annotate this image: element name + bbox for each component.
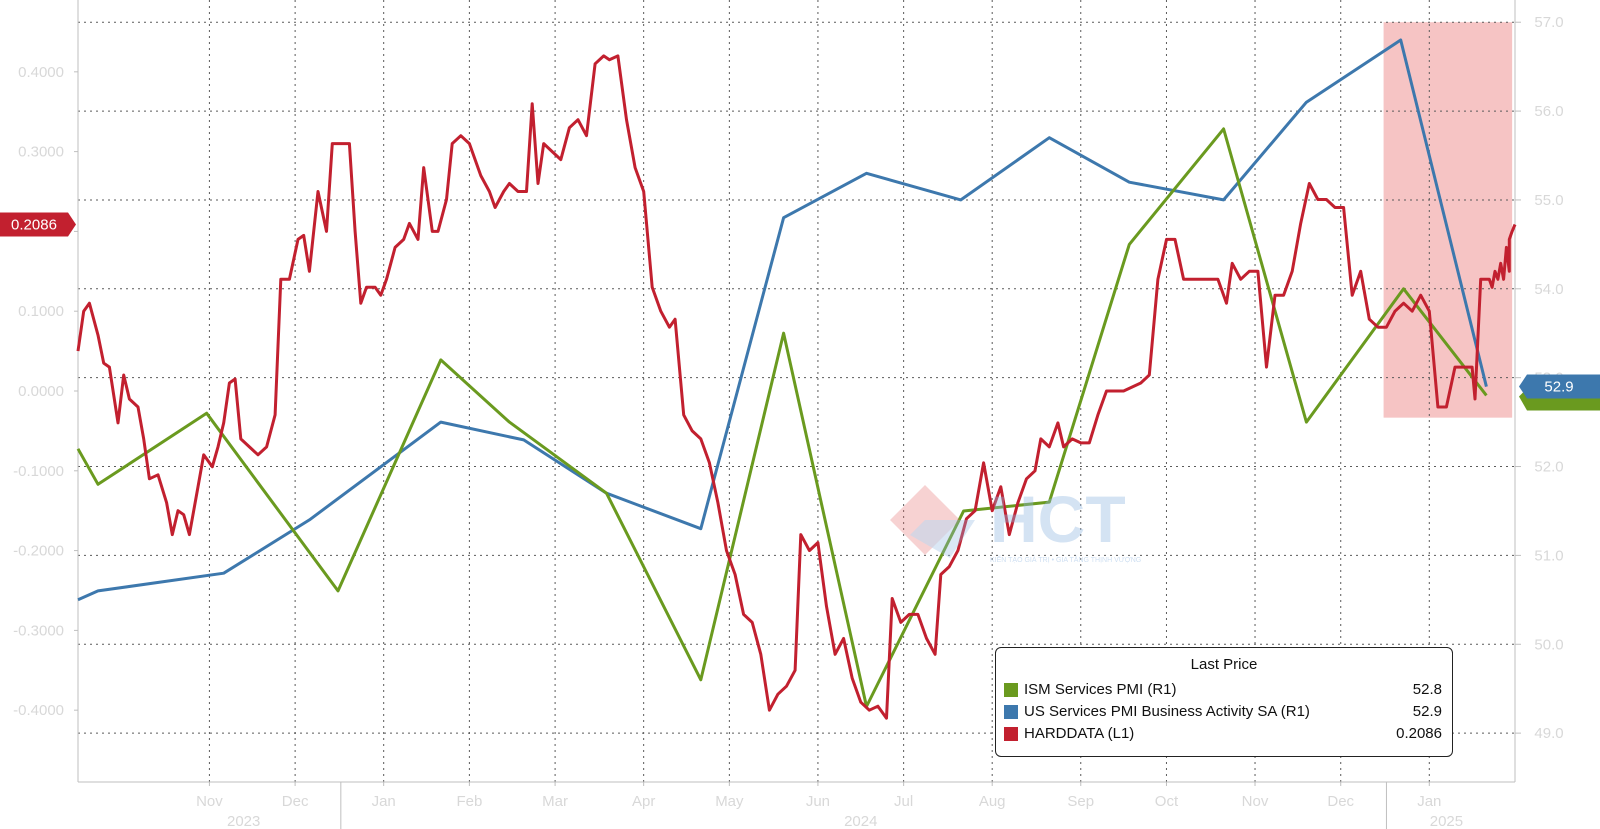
right-tick-label-3: 54.0: [1534, 281, 1563, 298]
watermark-text: HCT: [990, 482, 1126, 556]
left-last-price-text: 0.2086: [11, 217, 57, 234]
x-tick-label-9: Aug: [979, 793, 1006, 810]
x-tick-label-2: Jan: [372, 793, 396, 810]
legend-item-ism: ISM Services PMI (R1) 52.8: [1004, 680, 1442, 700]
series-lines: [76, 38, 1517, 720]
right-tick-label-8: 49.0: [1534, 725, 1563, 742]
gridlines: [78, 0, 1515, 782]
last-price-badges: 0.2086 52.9: [0, 212, 1600, 411]
right-tick-label-7: 50.0: [1534, 636, 1563, 653]
year-label-2: 2025: [1430, 813, 1463, 829]
legend-label-us-services: US Services PMI Business Activity SA (R1…: [1024, 703, 1310, 720]
x-axis-ticks: Nov Dec Jan Feb Mar Apr May Jun Jul Aug Sep Oct Nov D…: [196, 782, 1463, 829]
legend-swatch-ism: [1004, 683, 1018, 697]
x-tick-label-3: Feb: [456, 793, 482, 810]
left-tick-label-4: 0.0000: [18, 383, 64, 400]
right-tick-label-1: 56.0: [1534, 103, 1563, 120]
watermark-logo: HCT KIẾN TẠO GIÁ TRỊ • GIA TĂNG THỊNH VƯ…: [880, 480, 1200, 580]
right-tick-label-0: 57.0: [1534, 14, 1563, 31]
legend-swatch-harddata: [1004, 727, 1018, 741]
right-tick-label-5: 52.0: [1534, 459, 1563, 476]
left-tick-label-7: -0.3000: [13, 622, 64, 639]
watermark-shape-icon: [910, 520, 975, 558]
right-last-price-text: 52.9: [1544, 379, 1573, 396]
x-tick-label-10: Sep: [1067, 793, 1094, 810]
right-tick-label-2: 55.0: [1534, 192, 1563, 209]
x-tick-label-7: Jun: [806, 793, 830, 810]
year-label-1: 2024: [844, 813, 877, 829]
legend-title: Last Price: [1190, 656, 1258, 673]
x-tick-label-6: May: [715, 793, 744, 810]
left-tick-label-5: -0.1000: [13, 463, 64, 480]
x-tick-label-12: Nov: [1242, 793, 1269, 810]
legend-value-harddata: 0.2086: [1396, 725, 1442, 742]
x-tick-label-4: Mar: [542, 793, 568, 810]
highlight-region: [1383, 22, 1513, 418]
x-tick-label-1: Dec: [282, 793, 309, 810]
left-tick-label-8: -0.4000: [13, 702, 64, 719]
left-tick-label-0: 0.4000: [18, 64, 64, 81]
legend-item-harddata: HARDDATA (L1) 0.2086: [1004, 724, 1442, 744]
watermark-subtext: KIẾN TẠO GIÁ TRỊ • GIA TĂNG THỊNH VƯỢNG: [990, 554, 1141, 564]
left-tick-label-1: 0.3000: [18, 144, 64, 161]
x-tick-label-5: Apr: [632, 793, 655, 810]
left-last-price-badge: [0, 212, 76, 237]
legend-item-us-services: US Services PMI Business Activity SA (R1…: [1004, 702, 1442, 722]
x-tick-label-13: Dec: [1327, 793, 1354, 810]
x-tick-label-0: Nov: [196, 793, 223, 810]
legend-label-harddata: HARDDATA (L1): [1024, 725, 1135, 742]
x-tick-label-8: Jul: [894, 793, 913, 810]
series-line-ism: [76, 127, 1488, 708]
right-tick-label-6: 51.0: [1534, 547, 1563, 564]
x-tick-label-11: Oct: [1155, 793, 1179, 810]
year-label-0: 2023: [227, 813, 260, 829]
series-line-us-services: [77, 38, 1488, 602]
series-line-harddata: [76, 54, 1517, 720]
right-axis-ticks: 57.056.055.054.053.052.051.050.049.0: [1515, 14, 1564, 742]
watermark-diamond-icon: [890, 485, 960, 555]
legend-swatch-us-services: [1004, 705, 1018, 719]
legend-value-ism: 52.8: [1412, 681, 1442, 698]
highlight-rect: [1383, 22, 1513, 418]
left-tick-label-6: -0.2000: [13, 543, 64, 560]
left-tick-label-3: 0.1000: [18, 303, 64, 320]
legend: Last Price ISM Services PMI (R1) 52.8 US…: [995, 647, 1453, 757]
x-tick-label-14: Jan: [1417, 793, 1441, 810]
right-last-price-badge: [1519, 374, 1600, 399]
legend-value-us-services: 52.9: [1412, 703, 1442, 720]
legend-label-ism: ISM Services PMI (R1): [1024, 681, 1177, 698]
